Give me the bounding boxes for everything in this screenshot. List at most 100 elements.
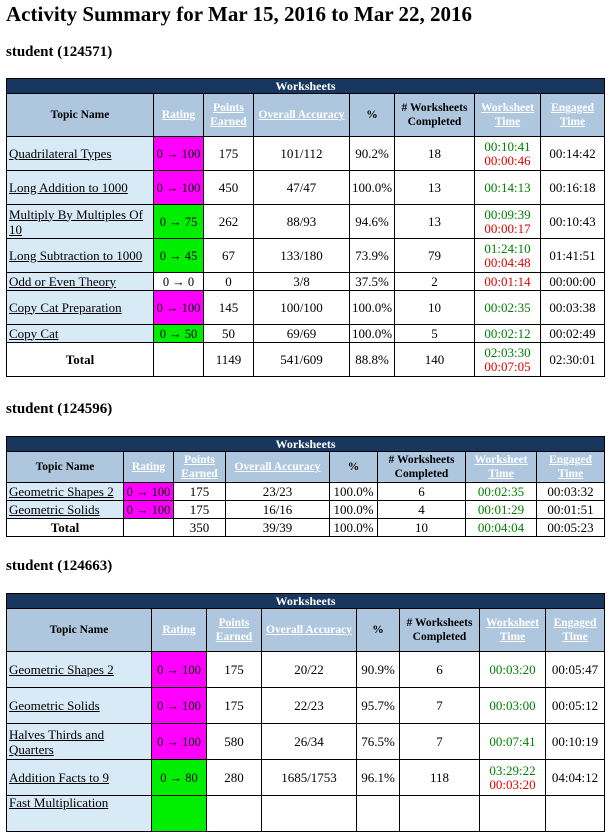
engaged-time-cell: [545, 795, 605, 832]
table-row: Geometric Shapes 2 0 → 100 175 23/23 100…: [6, 482, 605, 501]
topic-link[interactable]: Long Addition to 1000: [6, 170, 154, 205]
topic-link[interactable]: Quadrilateral Types: [6, 136, 154, 171]
topic-link[interactable]: Geometric Solids: [6, 687, 152, 724]
total-engaged-time: 00:05:23: [536, 518, 605, 537]
topic-link[interactable]: Copy Cat Preparation: [6, 290, 154, 325]
total-rating-cell: [153, 342, 204, 377]
topic-link[interactable]: Addition Facts to 9: [6, 759, 152, 796]
col-points-earned[interactable]: Points Earned: [206, 608, 262, 652]
col-overall-accuracy[interactable]: Overall Accuracy: [253, 93, 350, 137]
rating-cell: 0 → 80: [151, 759, 207, 796]
total-accuracy: 541/609: [253, 342, 350, 377]
rating-cell: 0 → 0: [153, 272, 204, 291]
rating-cell: 0 → 100: [153, 290, 204, 325]
topic-link[interactable]: Multiply By Multiples Of 10: [6, 204, 154, 239]
percent-cell: 100.0%: [349, 170, 395, 205]
worksheet-time-cell: 00:03:00: [479, 687, 546, 724]
total-points: 350: [173, 518, 226, 537]
rating-cell: 0 → 100: [153, 170, 204, 205]
time-green: 00:14:13: [484, 179, 531, 195]
rating-cell: 0 → 50: [153, 324, 204, 343]
worksheet-time-cell: 00:10:41 00:00:46: [474, 136, 541, 171]
table-row: Copy Cat 0 → 50 50 69/69 100.0% 5 00:02:…: [6, 324, 605, 343]
completed-cell: 13: [394, 170, 475, 205]
rating-cell: 0 → 100: [123, 500, 174, 519]
topic-link[interactable]: Geometric Shapes 2: [6, 651, 152, 688]
col-worksheets-completed: # Worksheets Completed: [399, 608, 480, 652]
completed-cell: 6: [377, 482, 466, 501]
topic-link[interactable]: Copy Cat: [6, 324, 154, 343]
section-header: Worksheets: [6, 436, 605, 452]
col-engaged-time[interactable]: Engaged Time: [545, 608, 605, 652]
table-row: Halves Thirds and Quarters 0 → 100 580 2…: [6, 723, 605, 760]
col-worksheet-time[interactable]: Worksheet Time: [465, 451, 537, 483]
worksheet-time-cell: 00:01:29: [465, 500, 537, 519]
engaged-time-cell: 00:00:00: [540, 272, 605, 291]
time-green: 00:03:00: [489, 697, 536, 713]
col-rating[interactable]: Rating: [153, 93, 204, 137]
topic-link[interactable]: Geometric Solids: [6, 500, 124, 519]
total-percent: 88.8%: [349, 342, 395, 377]
percent-cell: 94.6%: [349, 204, 395, 239]
engaged-time-cell: 01:41:51: [540, 238, 605, 273]
rating-cell: 0 → 75: [153, 204, 204, 239]
accuracy-cell: [261, 795, 357, 832]
worksheet-time-cell: 00:14:13: [474, 170, 541, 205]
points-cell: 50: [203, 324, 254, 343]
col-worksheet-time[interactable]: Worksheet Time: [479, 608, 546, 652]
topic-link[interactable]: Odd or Even Theory: [6, 272, 154, 291]
percent-cell: 100.0%: [329, 482, 378, 501]
time-green: 02:03:30: [484, 344, 531, 360]
col-overall-accuracy[interactable]: Overall Accuracy: [261, 608, 357, 652]
worksheets-table: Worksheets Topic Name Rating Points Earn…: [6, 78, 605, 377]
col-engaged-time[interactable]: Engaged Time: [540, 93, 605, 137]
total-completed: 10: [377, 518, 466, 537]
completed-cell: 13: [394, 204, 475, 239]
col-overall-accuracy[interactable]: Overall Accuracy: [225, 451, 330, 483]
completed-cell: 79: [394, 238, 475, 273]
student-heading: student (124663): [6, 558, 113, 574]
rating-cell: 0 → 100: [151, 687, 207, 724]
points-cell: 145: [203, 290, 254, 325]
time-red: 00:01:14: [484, 273, 531, 289]
engaged-time-cell: 00:03:38: [540, 290, 605, 325]
time-red: 00:00:17: [484, 220, 531, 236]
completed-cell: 7: [399, 723, 480, 760]
col-points-earned[interactable]: Points Earned: [173, 451, 226, 483]
table-row: Copy Cat Preparation 0 → 100 145 100/100…: [6, 290, 605, 325]
engaged-time-cell: 00:05:12: [545, 687, 605, 724]
worksheet-time-cell: 00:02:35: [474, 290, 541, 325]
col-engaged-time[interactable]: Engaged Time: [536, 451, 605, 483]
worksheet-time-cell: 03:29:22 00:03:20: [479, 759, 546, 796]
total-percent: 100.0%: [329, 518, 378, 537]
col-worksheets-completed: # Worksheets Completed: [394, 93, 475, 137]
topic-link[interactable]: Long Subtraction to 1000: [6, 238, 154, 273]
topic-link[interactable]: Fast Multiplication: [6, 795, 152, 832]
col-rating[interactable]: Rating: [151, 608, 207, 652]
col-worksheet-time[interactable]: Worksheet Time: [474, 93, 541, 137]
percent-cell: 100.0%: [329, 500, 378, 519]
accuracy-cell: 47/47: [253, 170, 350, 205]
points-cell: 0: [203, 272, 254, 291]
col-worksheets-completed: # Worksheets Completed: [377, 451, 466, 483]
topic-link[interactable]: Geometric Shapes 2: [6, 482, 124, 501]
col-rating[interactable]: Rating: [123, 451, 174, 483]
table-row: Quadrilateral Types 0 → 100 175 101/112 …: [6, 136, 605, 171]
col-topic-name: Topic Name: [6, 608, 152, 652]
percent-cell: [356, 795, 400, 832]
completed-cell: 2: [394, 272, 475, 291]
rating-cell: 0 → 100: [151, 651, 207, 688]
col-points-earned[interactable]: Points Earned: [203, 93, 254, 137]
topic-link[interactable]: Halves Thirds and Quarters: [6, 723, 152, 760]
section-header: Worksheets: [6, 593, 605, 609]
time-green: 00:02:35: [484, 299, 531, 315]
worksheet-time-cell: 01:24:10 00:04:48: [474, 238, 541, 273]
percent-cell: 90.9%: [356, 651, 400, 688]
student-heading: student (124596): [6, 401, 113, 417]
student-heading: student (124571): [6, 44, 113, 60]
points-cell: [206, 795, 262, 832]
completed-cell: 5: [394, 324, 475, 343]
percent-cell: 90.2%: [349, 136, 395, 171]
engaged-time-cell: 00:14:42: [540, 136, 605, 171]
percent-cell: 73.9%: [349, 238, 395, 273]
